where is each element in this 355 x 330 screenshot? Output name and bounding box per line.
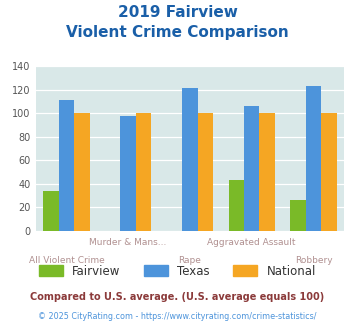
Bar (136, 113, 151, 231)
Text: Robbery: Robbery (295, 256, 332, 265)
Text: Compared to U.S. average. (U.S. average equals 100): Compared to U.S. average. (U.S. average … (31, 292, 324, 302)
Bar (43, 191, 59, 231)
Text: © 2025 CityRating.com - https://www.cityrating.com/crime-statistics/: © 2025 CityRating.com - https://www.city… (38, 312, 317, 321)
Bar (59, 100, 74, 231)
Bar (290, 200, 306, 231)
Text: 2019 Fairview: 2019 Fairview (118, 5, 237, 20)
Bar (244, 106, 260, 231)
Bar (74, 113, 89, 231)
Bar (120, 115, 136, 231)
Text: Murder & Mans...: Murder & Mans... (89, 238, 167, 247)
Bar (198, 113, 213, 231)
Bar (182, 88, 198, 231)
Bar (229, 180, 244, 231)
Text: All Violent Crime: All Violent Crime (28, 256, 104, 265)
Bar (306, 86, 321, 231)
Legend: Fairview, Texas, National: Fairview, Texas, National (34, 260, 321, 282)
Bar (321, 113, 337, 231)
Text: Rape: Rape (179, 256, 201, 265)
Bar (260, 113, 275, 231)
Text: Aggravated Assault: Aggravated Assault (207, 238, 296, 247)
Text: Violent Crime Comparison: Violent Crime Comparison (66, 25, 289, 40)
